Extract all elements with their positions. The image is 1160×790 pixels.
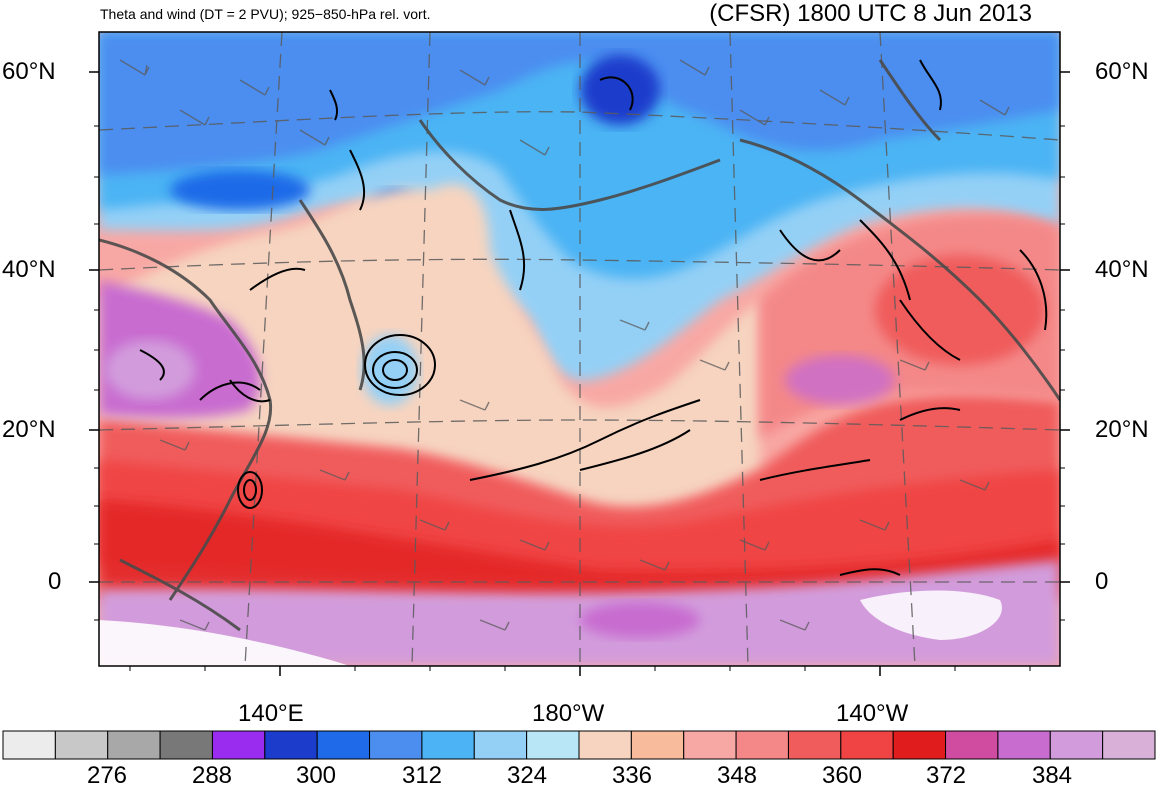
colorbar-label: 312 bbox=[401, 762, 443, 789]
map-title-left: Theta and wind (DT = 2 PVU); 925−850-hPa… bbox=[100, 6, 431, 22]
colorbar-swatch bbox=[787, 730, 842, 760]
colorbar-label: 384 bbox=[1031, 762, 1073, 789]
theta-field bbox=[99, 32, 1060, 666]
colorbar-swatch bbox=[264, 730, 318, 760]
colorbar-swatch bbox=[683, 730, 737, 760]
colorbar-swatch bbox=[840, 730, 894, 760]
lon-label-140w: 140°W bbox=[836, 700, 909, 727]
colorbar-swatch bbox=[997, 730, 1051, 760]
lat-label-60n-left: 60°N bbox=[2, 58, 56, 85]
lon-label-180w: 180°W bbox=[532, 700, 605, 727]
colorbar-label: 288 bbox=[191, 762, 233, 789]
colorbar-swatch bbox=[735, 730, 789, 760]
lat-label-0-right: 0 bbox=[1095, 568, 1109, 595]
lat-label-0-left: 0 bbox=[48, 568, 62, 595]
lat-label-40n-left: 40°N bbox=[2, 256, 56, 283]
colorbar-swatch bbox=[421, 730, 475, 760]
colorbar-label: 276 bbox=[86, 762, 128, 789]
colorbar-label: 300 bbox=[295, 762, 337, 789]
colorbar-swatch bbox=[159, 730, 213, 760]
colorbar-swatch bbox=[578, 730, 632, 760]
lat-label-20n-right: 20°N bbox=[1095, 416, 1149, 443]
colorbar-swatch bbox=[945, 730, 999, 760]
colorbar-swatch bbox=[1049, 730, 1104, 760]
colorbar-label: 324 bbox=[506, 762, 548, 789]
colorbar-label: 372 bbox=[925, 762, 967, 789]
colorbar-swatch bbox=[107, 730, 161, 760]
lat-label-60n-right: 60°N bbox=[1095, 58, 1149, 85]
lat-label-40n-right: 40°N bbox=[1095, 256, 1149, 283]
colorbar-label: 348 bbox=[716, 762, 758, 789]
colorbar-swatch bbox=[473, 730, 528, 760]
colorbar-swatch bbox=[892, 730, 947, 760]
colorbar-swatch bbox=[369, 730, 423, 760]
colorbar bbox=[2, 730, 1156, 760]
map-title-right: (CFSR) 1800 UTC 8 Jun 2013 bbox=[709, 0, 1032, 27]
colorbar-swatch bbox=[54, 730, 109, 760]
colorbar-swatch bbox=[316, 730, 371, 760]
colorbar-swatch bbox=[526, 730, 580, 760]
colorbar-swatch bbox=[211, 730, 266, 760]
colorbar-swatch bbox=[1102, 730, 1156, 760]
colorbar-label: 360 bbox=[821, 762, 863, 789]
colorbar-label: 336 bbox=[611, 762, 653, 789]
lat-label-20n-left: 20°N bbox=[2, 416, 56, 443]
colorbar-swatch bbox=[2, 730, 56, 760]
lon-label-140e: 140°E bbox=[238, 700, 304, 727]
colorbar-swatch bbox=[630, 730, 685, 760]
